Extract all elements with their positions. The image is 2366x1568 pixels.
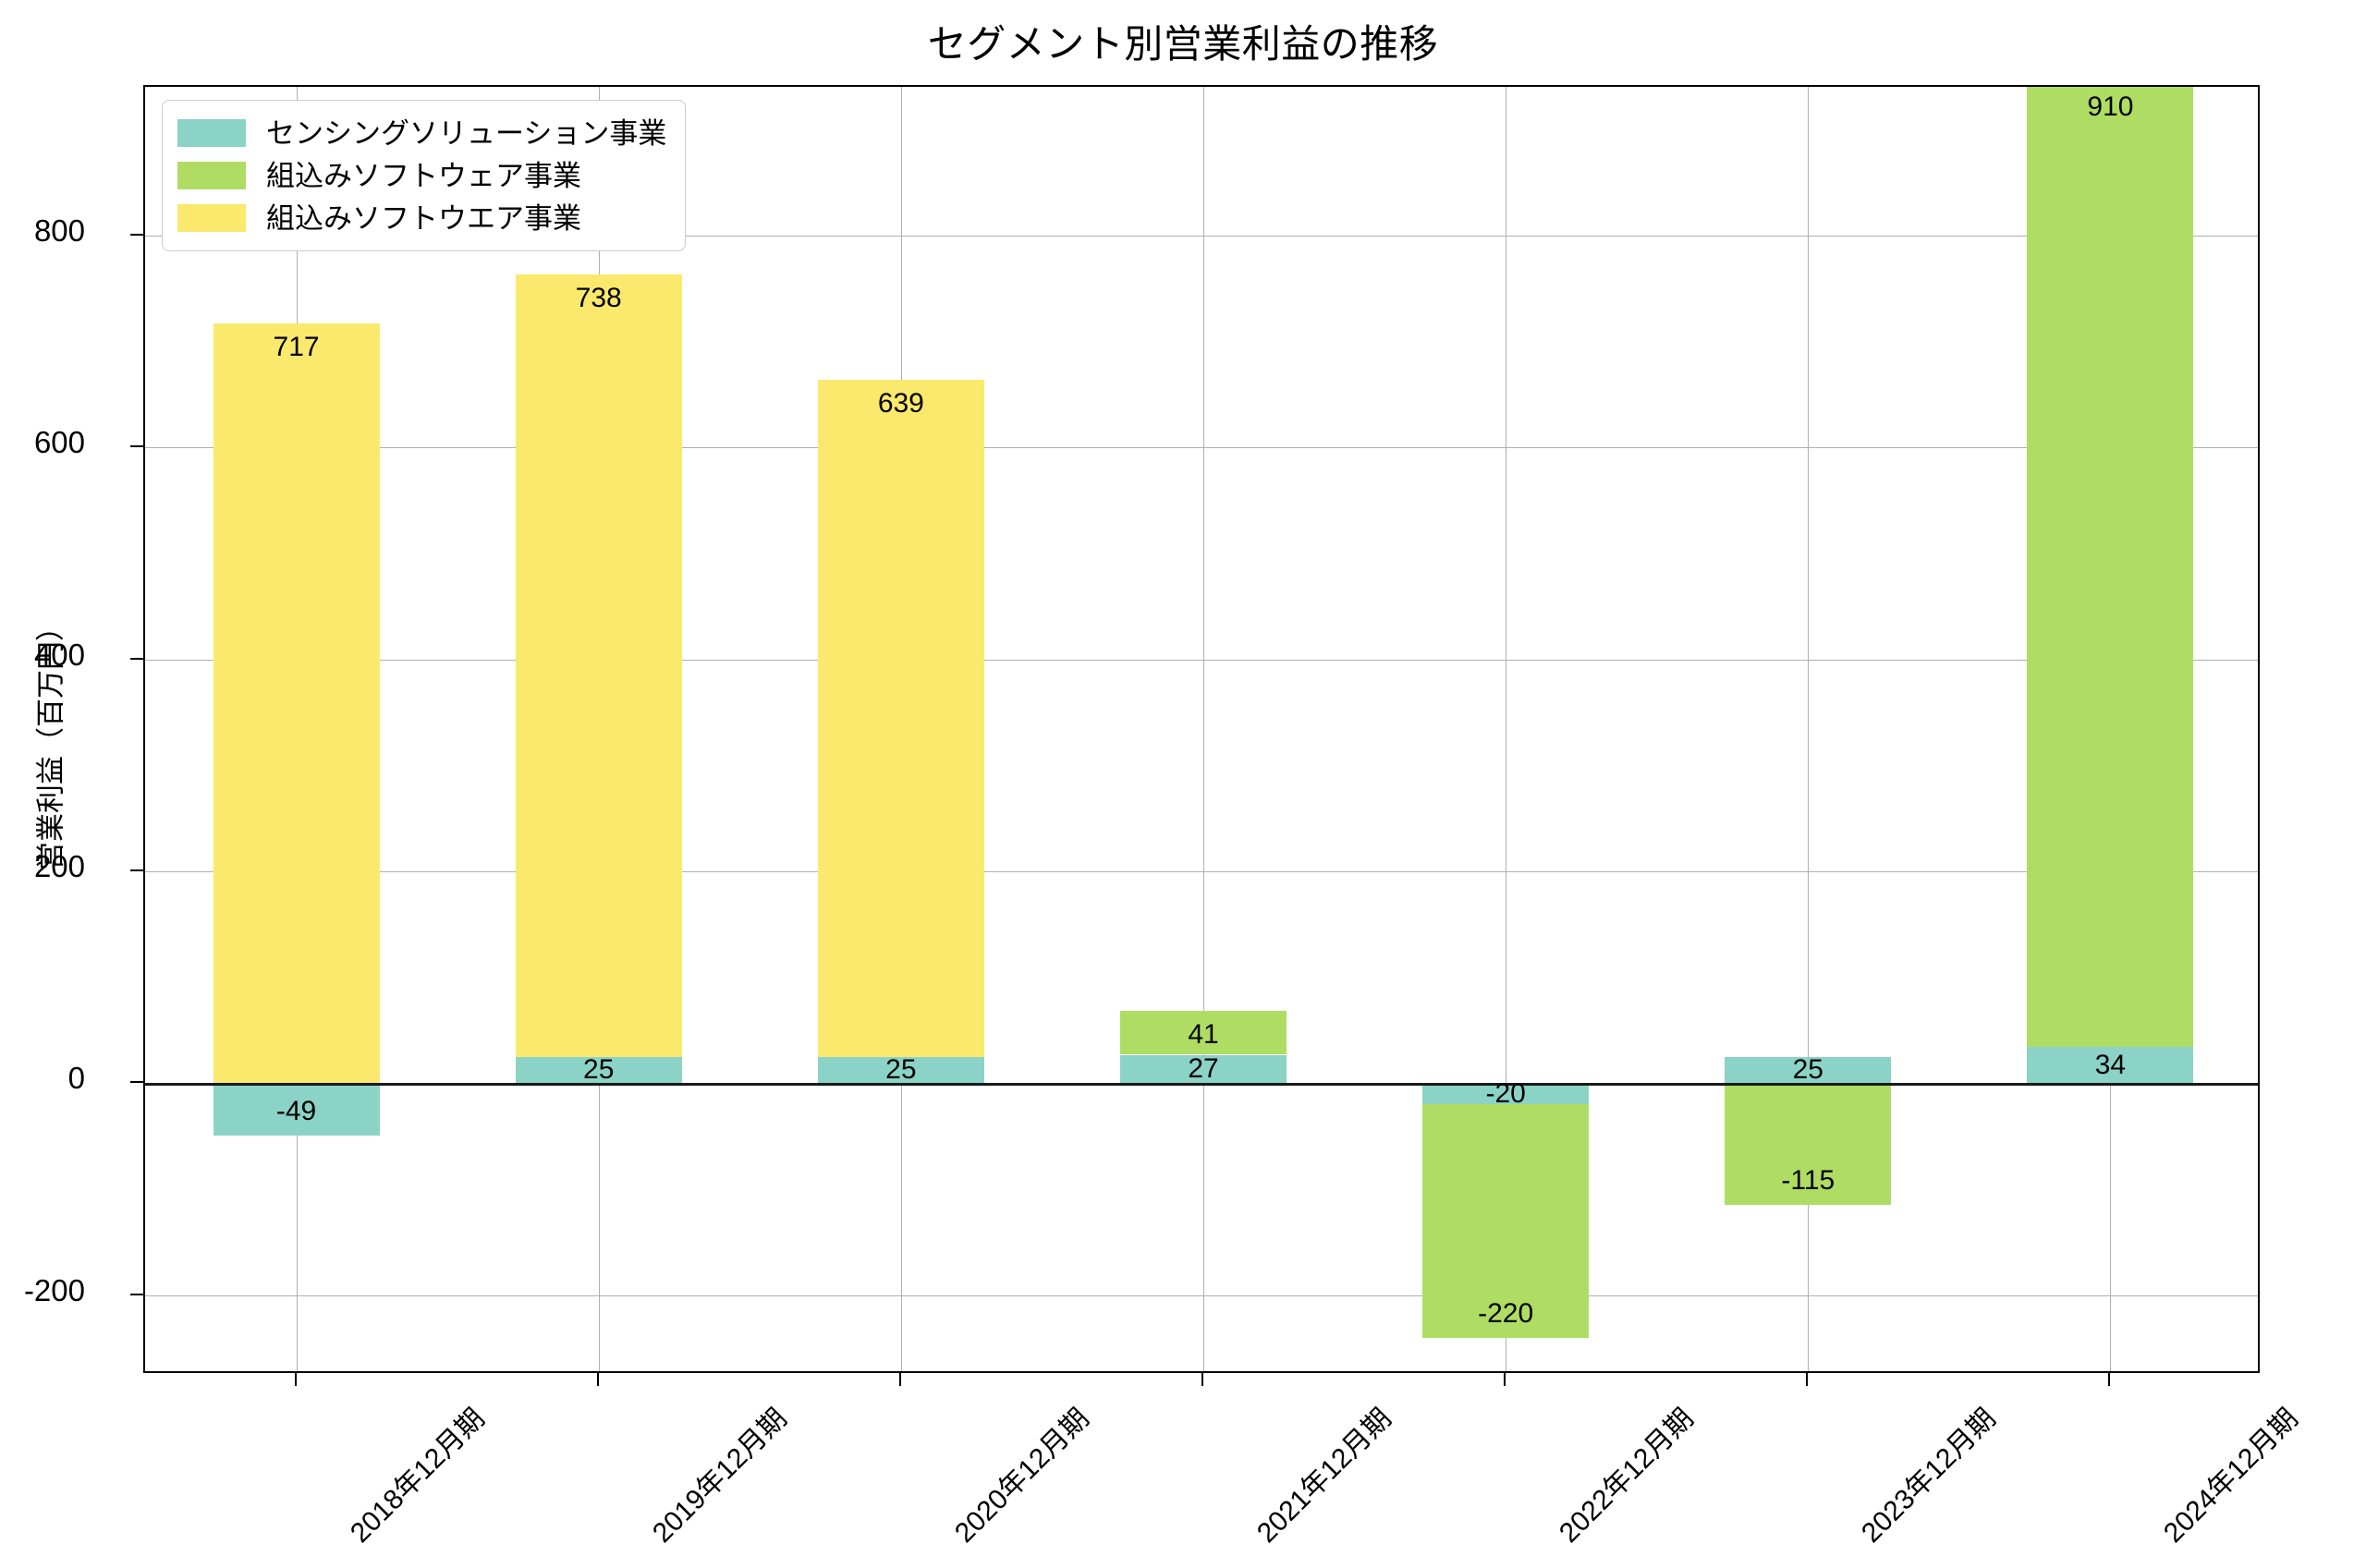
x-axis-tick-mark: [596, 1373, 599, 1386]
legend-color-swatch: [177, 204, 246, 232]
bar-segment: [515, 1056, 682, 1084]
x-axis-tick-mark: [1806, 1373, 1809, 1386]
x-axis-tick-label: 2018年12月期: [344, 1403, 491, 1550]
x-axis-tick-label: 2019年12月期: [646, 1403, 793, 1550]
bar-value-label: 27: [1188, 1052, 1219, 1084]
x-axis-tick-label: 2020年12月期: [948, 1403, 1095, 1550]
gridline-vertical: [1808, 87, 1810, 1371]
bar-value-label: 25: [1792, 1054, 1823, 1086]
legend-color-swatch: [177, 162, 246, 189]
x-axis-tick-mark: [294, 1373, 297, 1386]
bar-value-label: 738: [575, 283, 622, 314]
bar-segment: [1725, 1056, 1892, 1084]
legend-color-swatch: [177, 119, 246, 147]
x-axis-tick-label: 2023年12月期: [1856, 1403, 2003, 1550]
bar-segment: [1120, 1054, 1287, 1084]
y-axis-tick-mark: [130, 1293, 143, 1295]
bar-value-label: 25: [583, 1054, 615, 1086]
bar-segment: [1725, 1083, 1892, 1206]
bar-value-label: 25: [885, 1054, 917, 1086]
bar-value-label: 910: [2087, 91, 2134, 122]
y-axis-tick-mark: [130, 1081, 143, 1084]
bar-segment: [817, 1056, 984, 1084]
bar-segment: [213, 1083, 380, 1136]
bar-value-label: -115: [1781, 1165, 1835, 1197]
x-axis-tick-mark: [898, 1373, 901, 1386]
bar-segment: [2027, 1047, 2194, 1084]
y-axis-tick-mark: [130, 233, 143, 236]
legend-item-label: センシングソリューション事業: [266, 116, 667, 150]
legend-item-label: 組込みソフトウエア事業: [266, 201, 581, 235]
legend-item[interactable]: 組込みソフトウエア事業: [177, 197, 666, 239]
gridline-vertical: [1203, 87, 1204, 1371]
x-axis-tick-label: 2022年12月期: [1554, 1403, 1700, 1550]
y-axis-tick-mark: [130, 657, 143, 660]
gridline-horizontal: [145, 1295, 2258, 1296]
y-axis-label: 営業利益（百万円）: [34, 613, 67, 870]
bar-segment: [1422, 1083, 1590, 1105]
bar-value-label: 639: [877, 387, 924, 419]
bar-segment: [515, 274, 682, 1057]
chart-legend: センシングソリューション事業 組込みソフトウェア事業 組込みソフトウエア事業: [162, 100, 687, 251]
bar-segment: [213, 322, 380, 1084]
bar-value-label: 34: [2094, 1049, 2127, 1080]
plot-area: -49 717 25 738 25 639 27 41 -20 -220 25 -115 34 910: [143, 85, 2260, 1373]
x-axis-tick-label: 2021年12月期: [1251, 1403, 1397, 1550]
bar-value-label: -20: [1485, 1077, 1526, 1109]
x-axis-tick-mark: [2108, 1373, 2111, 1386]
x-axis-tick-mark: [1201, 1373, 1203, 1386]
legend-item[interactable]: センシングソリューション事業: [177, 112, 666, 154]
x-axis-tick-mark: [1504, 1373, 1506, 1386]
chart-title: セグメント別営業利益の推移: [927, 22, 1439, 66]
x-axis-tick-label: 2024年12月期: [2158, 1403, 2305, 1550]
y-axis-tick-mark: [130, 869, 143, 872]
bar-segment: [817, 379, 984, 1057]
legend-item[interactable]: 組込みソフトウェア事業: [177, 154, 666, 197]
bar-segment: [1422, 1104, 1590, 1338]
gridline-horizontal: [145, 447, 2258, 449]
bar-segment: [2027, 87, 2194, 1048]
bar-value-label: 717: [273, 331, 320, 362]
y-axis-tick-mark: [130, 445, 143, 448]
gridline-horizontal: [145, 871, 2258, 873]
zero-line: [145, 1083, 2258, 1087]
legend-item-label: 組込みソフトウェア事業: [266, 159, 581, 192]
bar-value-label: 41: [1188, 1019, 1219, 1051]
bar-segment: [1120, 1011, 1287, 1055]
bar-value-label: -220: [1478, 1297, 1534, 1329]
gridline-horizontal: [145, 659, 2258, 661]
bar-value-label: -49: [275, 1095, 317, 1126]
gridline-horizontal: [145, 235, 2258, 237]
